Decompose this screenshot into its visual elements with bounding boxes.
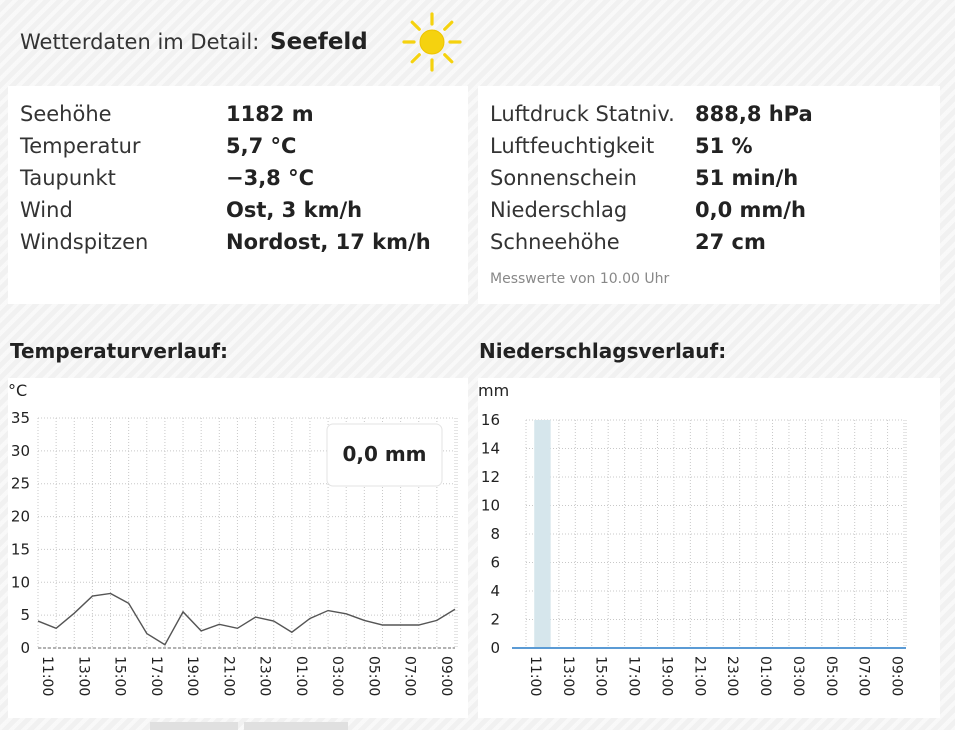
y-tick-label: 10 bbox=[481, 497, 500, 515]
header-title: Wetterdaten im Detail: Seefeld bbox=[20, 29, 368, 55]
sun-ray bbox=[410, 20, 421, 31]
y-tick-label: 6 bbox=[490, 554, 500, 572]
station-name: Seefeld bbox=[270, 29, 368, 55]
temperature-chart[interactable]: °C 0 5 10 15 20 25 30 35 11:00 13:00 15:00 17:00 19:0… bbox=[8, 378, 468, 718]
detail-value: 1182 m bbox=[226, 102, 314, 126]
detail-value: 51 min/h bbox=[695, 166, 799, 190]
y-tick-label: 35 bbox=[11, 409, 30, 427]
detail-label: Schneehöhe bbox=[490, 230, 620, 254]
y-tick-label: 20 bbox=[11, 508, 30, 526]
x-tick-label: 15:00 bbox=[112, 656, 128, 696]
detail-value: −3,8 °C bbox=[226, 166, 315, 190]
weather-details-right: Messwerte von 10.00 Uhr Luftdruck Statni… bbox=[478, 86, 940, 304]
detail-label: Temperatur bbox=[20, 134, 141, 158]
x-tick-label: 23:00 bbox=[257, 656, 273, 696]
y-tick-label: 0 bbox=[20, 639, 30, 657]
x-tick-label: 01:00 bbox=[293, 656, 309, 696]
tooltip-box bbox=[326, 423, 443, 487]
x-tick-label: 11:00 bbox=[39, 656, 55, 696]
x-tick-label: 03:00 bbox=[329, 656, 345, 696]
tooltip-value: 0,0 mm bbox=[342, 442, 426, 466]
x-tick-label: 19:00 bbox=[658, 656, 674, 696]
detail-label: Niederschlag bbox=[490, 198, 628, 222]
x-tick-label: 09:00 bbox=[438, 656, 454, 696]
y-tick-label: 15 bbox=[11, 540, 30, 558]
y-tick-label: 4 bbox=[490, 582, 500, 600]
detail-value: 27 cm bbox=[695, 230, 766, 254]
x-tick-label: 13:00 bbox=[75, 656, 91, 696]
sun-ray bbox=[443, 20, 454, 31]
x-tick-label: 11:00 bbox=[527, 656, 543, 696]
y-tick-label: 5 bbox=[20, 606, 30, 624]
detail-value: 0,0 mm/h bbox=[695, 198, 806, 222]
y-tick-label: 30 bbox=[11, 442, 30, 460]
detail-value: 888,8 hPa bbox=[695, 102, 813, 126]
detail-label: Luftdruck Statniv. bbox=[490, 102, 675, 126]
y-tick-label: 25 bbox=[11, 475, 30, 493]
temperature-chart-title: Temperaturverlauf: bbox=[10, 339, 229, 363]
bottom-tab[interactable] bbox=[150, 722, 238, 730]
temperature-chart-panel: °C 0 5 10 15 20 25 30 35 11:00 13:00 15:00 17:00 19:0… bbox=[8, 378, 468, 718]
detail-value: 51 % bbox=[695, 134, 753, 158]
measure-time-note: Messwerte von 10.00 Uhr bbox=[490, 271, 670, 287]
page-header: Wetterdaten im Detail: Seefeld bbox=[20, 8, 620, 78]
x-tick-label: 01:00 bbox=[757, 656, 773, 696]
detail-label: Windspitzen bbox=[20, 230, 149, 254]
x-tick-label: 23:00 bbox=[724, 656, 740, 696]
detail-label: Luftfeuchtigkeit bbox=[490, 134, 655, 158]
precipitation-chart[interactable]: mm 0 2 4 6 8 10 12 14 16 11:00 13:00 15:00 17:00 19:00… bbox=[478, 378, 940, 718]
x-tick-label: 05:00 bbox=[365, 656, 381, 696]
chart-tooltip: 0,0 mm bbox=[326, 423, 443, 487]
x-tick-label: 21:00 bbox=[220, 656, 236, 696]
y-tick-label: 2 bbox=[490, 611, 500, 629]
sun-icon bbox=[402, 12, 462, 72]
detail-label: Taupunkt bbox=[20, 166, 116, 190]
y-tick-label: 8 bbox=[490, 525, 500, 543]
temperature-series-line bbox=[37, 592, 456, 646]
y-tick-label: 12 bbox=[481, 468, 500, 486]
x-tick-label: 07:00 bbox=[402, 656, 418, 696]
header-label: Wetterdaten im Detail: bbox=[20, 30, 260, 54]
y-tick-label: 10 bbox=[11, 573, 30, 591]
x-tick-label: 09:00 bbox=[889, 656, 905, 696]
sun-ray bbox=[443, 53, 454, 64]
x-tick-label: 19:00 bbox=[184, 656, 200, 696]
y-tick-label: 0 bbox=[490, 639, 500, 657]
detail-value: Ost, 3 km/h bbox=[226, 198, 363, 222]
precipitation-chart-panel: mm 0 2 4 6 8 10 12 14 16 11:00 13:00 15:00 17:00 19:00… bbox=[478, 378, 940, 718]
detail-label: Wind bbox=[20, 198, 73, 222]
y-tick-label: 14 bbox=[481, 440, 500, 458]
y-tick-label: 16 bbox=[481, 411, 500, 429]
precipitation-chart-title: Niederschlagsverlauf: bbox=[479, 339, 727, 363]
detail-value: 5,7 °C bbox=[226, 134, 297, 158]
x-tick-label: 21:00 bbox=[691, 656, 707, 696]
x-tick-label: 03:00 bbox=[790, 656, 806, 696]
x-tick-label: 17:00 bbox=[626, 656, 642, 696]
chart-unit-label: mm bbox=[478, 381, 509, 400]
bottom-tab[interactable] bbox=[244, 722, 348, 730]
sun-ray bbox=[410, 53, 421, 64]
x-tick-label: 07:00 bbox=[856, 656, 872, 696]
x-tick-label: 17:00 bbox=[148, 656, 164, 696]
highlight-column bbox=[534, 420, 551, 648]
x-tick-label: 13:00 bbox=[560, 656, 576, 696]
detail-value: Nordost, 17 km/h bbox=[226, 230, 431, 254]
x-tick-label: 05:00 bbox=[823, 656, 839, 696]
detail-label: Seehöhe bbox=[20, 102, 112, 126]
weather-details-left: Seehöhe 1182 m Temperatur 5,7 °C Taupunkt −3,… bbox=[8, 86, 468, 304]
detail-label: Sonnenschein bbox=[490, 166, 637, 190]
chart-unit-label: °C bbox=[8, 381, 27, 400]
x-tick-label: 15:00 bbox=[593, 656, 609, 696]
